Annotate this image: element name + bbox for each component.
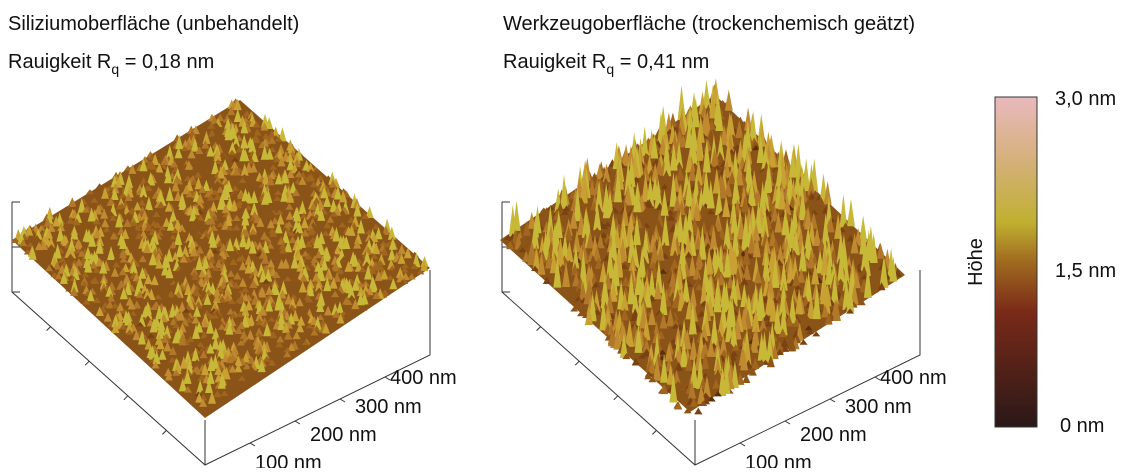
axis-tick xyxy=(785,421,790,424)
colorbar-label: 0 nm xyxy=(1060,415,1104,437)
axis-tick xyxy=(124,396,128,400)
axis-label: 400 nm xyxy=(390,367,457,389)
panel-title: Siliziumoberfläche (unbehandelt) xyxy=(8,13,299,35)
figure: Siliziumoberfläche (unbehandelt) Rauigke… xyxy=(0,0,1133,468)
surface-peak xyxy=(725,90,733,111)
axis-tick xyxy=(162,430,166,434)
axis-tick xyxy=(830,399,835,402)
colorbar-label: 3,0 nm xyxy=(1055,88,1116,110)
axis-label: 300 nm xyxy=(355,396,422,418)
axis-tick xyxy=(652,430,656,434)
axis-tick xyxy=(295,421,300,424)
surface-peak xyxy=(847,199,855,226)
roughness: Rauigkeit Rq = 0,18 nm xyxy=(8,51,214,77)
roughness-prefix: Rauigkeit R xyxy=(8,51,111,73)
roughness: Rauigkeit Rq = 0,41 nm xyxy=(503,51,709,77)
colorbar-label: 1,5 nm xyxy=(1055,260,1116,282)
roughness-prefix: Rauigkeit R xyxy=(503,51,606,73)
colorbar-scale xyxy=(995,97,1037,427)
axis-tick xyxy=(85,361,89,365)
axis-label: 200 nm xyxy=(310,424,377,446)
axis-label: 200 nm xyxy=(800,424,867,446)
axis-tick xyxy=(740,443,745,446)
axis-tick xyxy=(340,399,345,402)
panel-title: Werkzeugoberfläche (trockenchemisch geät… xyxy=(503,13,915,35)
axis-tick xyxy=(250,443,255,446)
panel: Siliziumoberfläche (unbehandelt) Rauigke… xyxy=(8,13,457,468)
colorbar-title: Höhe xyxy=(965,238,987,286)
axis-tick xyxy=(537,327,541,331)
surface-peak xyxy=(694,409,702,415)
panel: Werkzeugoberfläche (trockenchemisch geät… xyxy=(500,13,947,468)
axis-tick xyxy=(47,327,51,331)
axis-label: 100 nm xyxy=(745,452,812,468)
roughness-subscript: q xyxy=(111,61,119,77)
colorbar: 3,0 nm 1,5 nm 0 nm Höhe xyxy=(965,88,1116,437)
roughness-subscript: q xyxy=(606,61,614,77)
roughness-suffix: = 0,18 nm xyxy=(119,51,214,73)
axis-tick xyxy=(614,396,618,400)
axis-label: 100 nm xyxy=(255,452,322,468)
axis-tick xyxy=(575,361,579,365)
axis-label: 400 nm xyxy=(880,367,947,389)
axis-label: 300 nm xyxy=(845,396,912,418)
roughness-suffix: = 0,41 nm xyxy=(614,51,709,73)
